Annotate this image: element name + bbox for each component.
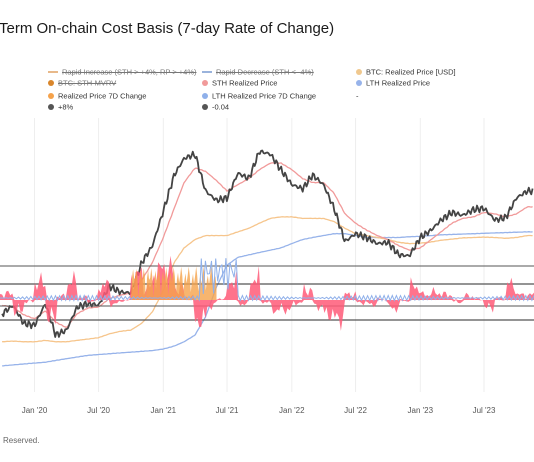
oscillator-area-positive <box>0 255 534 300</box>
legend-item[interactable]: Rapid Decrease (STH < -4%) <box>202 67 314 77</box>
legend-label: LTH Realized Price 7D Change <box>212 91 317 101</box>
legend-item[interactable]: - <box>356 91 359 101</box>
legend-label: - <box>356 91 359 101</box>
legend-swatch <box>48 93 54 100</box>
legend-swatch <box>202 104 208 111</box>
legend-label: -0.04 <box>212 102 230 112</box>
oscillator-line-lth <box>0 258 534 302</box>
x-tick-label: Jan '23 <box>408 406 434 415</box>
series-line-sth <box>1 162 533 329</box>
x-tick-label: Jan '22 <box>279 406 305 415</box>
x-tick-label: Jul '22 <box>344 406 367 415</box>
legend-item[interactable]: -0.04 <box>202 102 229 112</box>
legend-swatch <box>202 71 212 74</box>
legend-label: BTC: Realized Price [USD] <box>366 67 456 77</box>
legend-item[interactable]: BTC: STH-MVRV <box>48 78 116 88</box>
legend-swatch <box>48 71 58 74</box>
oscillator-area-realized <box>130 266 217 300</box>
chart-canvas: Jan '20 Jul '20 Jan '21 Jul '21 Jan '22 Jul '… <box>0 118 534 415</box>
legend-label: Realized Price 7D Change <box>58 91 147 101</box>
legend-label: Rapid Decrease (STH < -4%) <box>216 67 314 77</box>
legend-swatch <box>48 104 54 111</box>
x-tick-label: Jul '20 <box>87 406 110 415</box>
legend-swatch <box>202 93 208 100</box>
legend-label: BTC: STH-MVRV <box>58 78 117 88</box>
x-tick-label: Jul '21 <box>216 406 239 415</box>
legend-swatch <box>356 80 362 87</box>
legend-item[interactable]: LTH Realized Price <box>356 78 430 88</box>
legend-label: +8% <box>58 102 74 112</box>
legend-item[interactable]: STH Realized Price <box>202 78 277 88</box>
legend-item[interactable]: Rapid Increase (STH > +4%, RP > +4%) <box>48 67 197 77</box>
legend-swatch <box>48 80 54 87</box>
oscillator-area-negative <box>0 300 534 331</box>
legend-label: Rapid Increase (STH > +4%, RP > +4%) <box>62 67 197 77</box>
chart-title: -Term On-chain Cost Basis (7-day Rate of… <box>0 20 335 37</box>
legend-item[interactable]: +8% <box>48 102 73 112</box>
legend-item[interactable]: LTH Realized Price 7D Change <box>202 91 316 101</box>
legend-item[interactable]: BTC: Realized Price [USD] <box>356 67 456 77</box>
legend-swatch <box>356 69 362 76</box>
series-line-btc <box>1 149 534 338</box>
legend-label: LTH Realized Price <box>366 78 431 88</box>
x-tick-label: Jul '23 <box>473 406 496 415</box>
legend-swatch <box>202 80 208 87</box>
legend-item[interactable]: Realized Price 7D Change <box>48 91 146 101</box>
series-line-realized <box>2 216 533 343</box>
x-tick-label: Jan '21 <box>151 406 177 415</box>
footer-copyright: Reserved. <box>3 436 40 445</box>
legend-label: STH Realized Price <box>212 78 278 88</box>
series-line-lth <box>2 231 533 367</box>
x-tick-label: Jan '20 <box>22 406 48 415</box>
